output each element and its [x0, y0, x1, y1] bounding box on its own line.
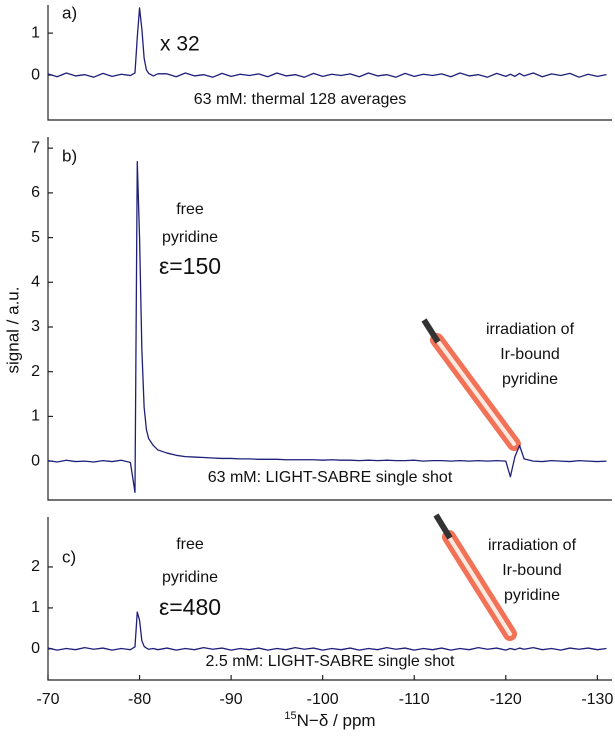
y-axis-label: signal / a.u.: [3, 287, 22, 374]
spectrum-line: [47, 7, 607, 78]
x-tick-label: -100: [307, 691, 339, 708]
y-tick-label: 1: [31, 408, 40, 425]
annotation: pyridine: [504, 587, 560, 604]
y-tick-label: 6: [31, 184, 40, 201]
annotation: free: [176, 536, 204, 553]
y-tick-label: 0: [31, 66, 40, 83]
annotation: Ir-bound: [502, 562, 562, 579]
y-tick-label: 3: [31, 318, 40, 335]
annotation: ε=150: [159, 253, 221, 279]
annotation: irradiation of: [486, 321, 575, 338]
x-tick-label: -80: [128, 691, 151, 708]
y-tick-label: 1: [31, 24, 40, 41]
light-saber: [433, 513, 517, 641]
y-tick-label: 0: [31, 640, 40, 657]
x-axis-label-sup: 15: [284, 710, 296, 722]
annotation: x 32: [160, 33, 200, 56]
annotation: pyridine: [162, 229, 218, 246]
y-tick-label: 4: [31, 274, 40, 291]
y-tick-label: 7: [31, 139, 40, 156]
annotation: pyridine: [162, 569, 218, 586]
annotation: Ir-bound: [500, 346, 560, 363]
y-tick-label: 1: [31, 599, 40, 616]
axis-frame: [47, 5, 612, 121]
x-tick-label: -120: [490, 691, 522, 708]
annotation: 2.5 mM: LIGHT-SABRE single shot: [206, 653, 456, 670]
spectrum-line: [47, 611, 607, 651]
x-tick-label: -130: [581, 691, 613, 708]
spectrum-line: [47, 160, 607, 494]
annotation: ε=480: [159, 594, 221, 620]
y-tick-label: 2: [31, 363, 40, 380]
x-tick-label: -110: [399, 691, 430, 708]
annotation: c): [62, 547, 76, 566]
x-axis-label: 15N−δ / ppm: [284, 710, 375, 731]
annotation: irradiation of: [488, 537, 577, 554]
axis-frame: [47, 137, 612, 501]
y-tick-label: 2: [31, 558, 40, 575]
x-tick-label: -90: [220, 691, 243, 708]
y-tick-label: 0: [31, 452, 40, 469]
annotation: 63 mM: thermal 128 averages: [194, 91, 407, 108]
light-saber: [421, 318, 521, 451]
x-tick-label: -70: [36, 691, 59, 708]
x-axis-label-text: N−δ / ppm: [297, 711, 376, 730]
annotation: 63 mM: LIGHT-SABRE single shot: [208, 469, 453, 486]
annotation: b): [62, 146, 77, 165]
annotation: pyridine: [502, 371, 558, 388]
y-tick-label: 5: [31, 229, 40, 246]
annotation: a): [62, 3, 77, 22]
annotation: free: [176, 201, 204, 218]
